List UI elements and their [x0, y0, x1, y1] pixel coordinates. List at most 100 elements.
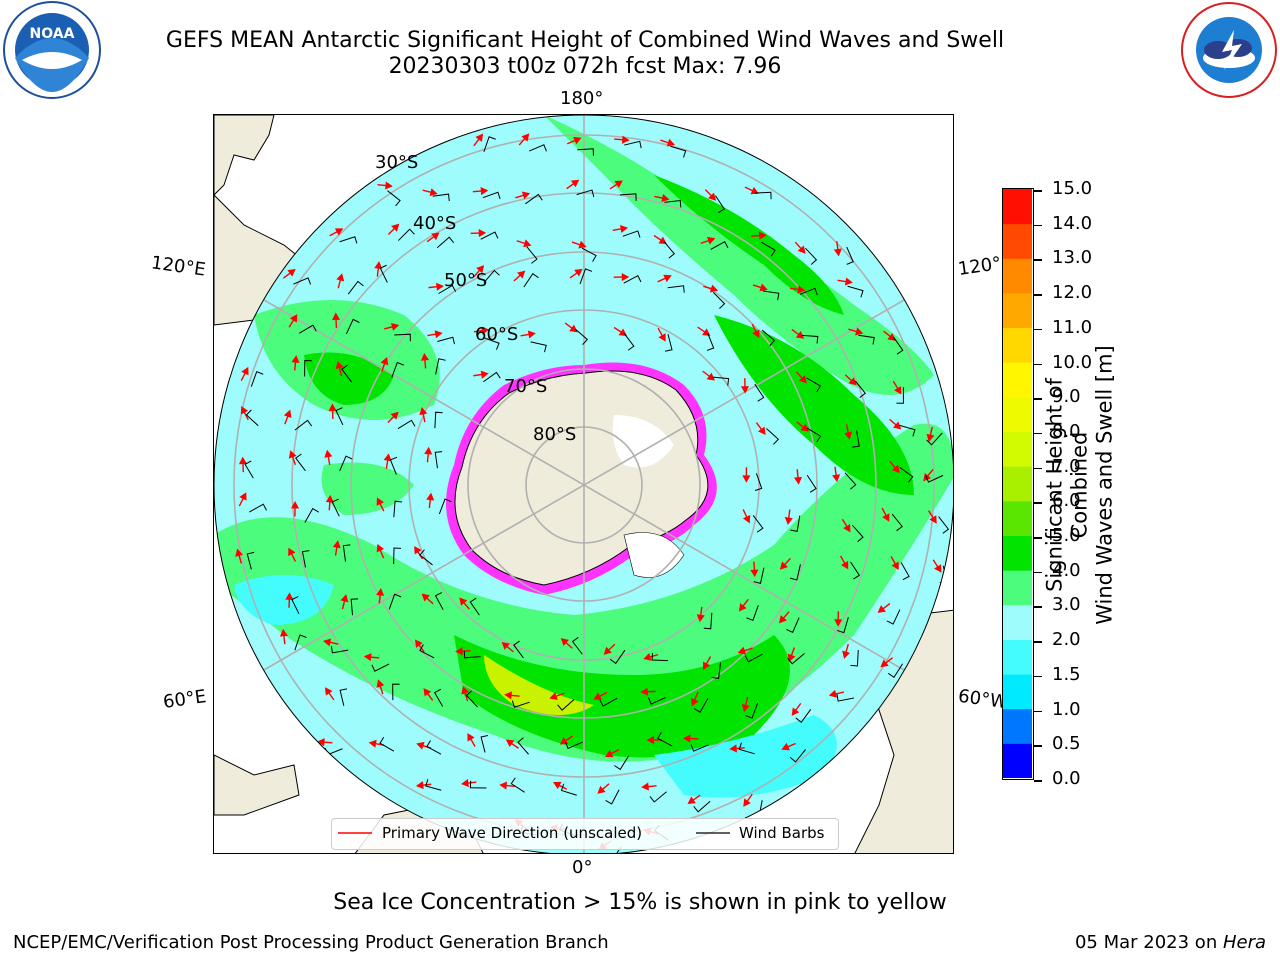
wave-arrow-head: [415, 781, 424, 790]
wind-barb: [350, 598, 359, 616]
wave-arrow-head: [426, 492, 435, 501]
wind-barb: [339, 455, 353, 472]
colorbar-tick: 6.0: [1052, 490, 1081, 512]
map-legend: Primary Wave Direction (unscaled) Wind B…: [331, 818, 839, 850]
colorbar-tick: 2.0: [1052, 629, 1081, 651]
wind-barb: [432, 193, 450, 202]
wind-barb: [483, 136, 496, 153]
wave-arrow-head: [604, 749, 614, 758]
wave-arrow-head: [781, 742, 790, 751]
wind-barb: [745, 702, 759, 719]
wave-arrow-head: [414, 639, 423, 648]
wave-arrow-head: [289, 314, 298, 323]
wave-arrow-head: [709, 284, 719, 293]
colorbar-swatch: [1003, 189, 1032, 225]
wind-barb: [246, 551, 255, 570]
wind-barb: [766, 428, 780, 445]
wave-arrow-head: [833, 248, 842, 257]
colorbar-tick: 9.0: [1052, 386, 1081, 408]
colorbar-tick: 10.0: [1052, 351, 1093, 373]
lat-label-60s: 60°S: [475, 324, 519, 345]
wave-arrow-head: [844, 431, 853, 440]
colorbar-tick: 11.0: [1052, 316, 1093, 338]
wind-barb: [294, 419, 313, 431]
wind-barb: [752, 515, 764, 533]
wind-barb: [419, 549, 433, 566]
wind-barb: [900, 562, 910, 581]
wind-barb: [564, 741, 583, 750]
wave-arrow-head: [891, 464, 900, 474]
wave-arrow-head: [682, 734, 691, 743]
wind-barb: [738, 742, 755, 755]
wave-arrow-head: [419, 407, 428, 416]
wind-barb: [433, 688, 444, 707]
wave-arrow-head: [553, 781, 562, 790]
wave-arrow-head: [742, 514, 751, 524]
wave-arrow-head: [641, 782, 649, 791]
wave-arrow-head: [391, 223, 400, 232]
nws-logo-icon: [1178, 0, 1280, 100]
wave-arrow-head: [374, 261, 383, 270]
colorbar-tick-mark: [1034, 363, 1042, 366]
wave-arrow-head: [778, 615, 787, 624]
colorbar-tick: 7.0: [1052, 455, 1081, 477]
wave-arrow-head: [621, 135, 630, 144]
wave-arrow-head: [323, 638, 332, 647]
wind-barb: [511, 700, 530, 708]
wave-direction-arrows: [235, 133, 942, 850]
colorbar-tick: 3.0: [1052, 594, 1081, 616]
colorbar-label: Significant Height of Combined Wind Wave…: [1043, 335, 1118, 635]
wind-barb: [886, 609, 901, 625]
wind-barb: [744, 653, 763, 663]
colorbar-tick-mark: [1034, 606, 1042, 608]
wind-barb: [393, 547, 402, 565]
wind-barb: [760, 241, 776, 257]
colorbar-tick: 15.0: [1052, 178, 1093, 199]
wind-barb: [392, 683, 400, 701]
wave-arrow-head: [431, 232, 440, 241]
wind-barb: [425, 779, 442, 791]
wave-arrow-head: [779, 561, 788, 570]
wave-arrow-head: [666, 138, 676, 147]
colorbar-swatch: [1003, 396, 1032, 433]
wind-barb: [712, 376, 730, 386]
wind-barb: [664, 199, 682, 208]
wind-barb: [599, 697, 618, 707]
wave-arrow-head: [416, 741, 425, 750]
wind-barb: [665, 334, 673, 352]
sea-ice-note: Sea Ice Concentration > 15% is shown in …: [333, 890, 947, 915]
wind-barb: [434, 451, 443, 469]
wave-arrow-head: [841, 560, 849, 570]
lon-label-0: 0°: [572, 857, 593, 878]
wind-barb: [606, 846, 622, 853]
wave-arrow-head: [797, 245, 806, 254]
wind-barb: [529, 144, 547, 152]
wind-barb: [805, 247, 818, 265]
wind-barb: [799, 287, 818, 296]
wave-arrow-head: [797, 285, 806, 294]
wave-arrow-head: [478, 229, 487, 238]
wind-barb: [790, 515, 801, 532]
wind-barb: [301, 550, 310, 568]
wind-barb: [523, 272, 539, 288]
lon-label-180: 180°: [560, 88, 604, 109]
legend-wind-barbs: Wind Barbs: [739, 824, 825, 842]
colorbar-swatch: [1003, 743, 1032, 778]
wind-barb: [693, 698, 709, 713]
wave-arrow-head: [706, 372, 715, 381]
wind-barb: [335, 407, 344, 426]
colorbar-tick-mark: [1034, 467, 1042, 470]
wind-barb: [557, 699, 575, 711]
colorbar-tick: 8.0: [1052, 420, 1081, 442]
colorbar-tick-mark: [1034, 224, 1042, 227]
colorbar-swatch: [1003, 604, 1032, 640]
wave-arrow-head: [505, 739, 515, 748]
lat-label-70s: 70°S: [504, 376, 548, 397]
wave-arrow-head: [241, 366, 249, 376]
wind-barb: [609, 649, 626, 665]
wave-arrow-head: [663, 274, 672, 283]
wind-barb: [298, 324, 317, 334]
wind-barb: [291, 596, 300, 615]
wind-barb: [250, 371, 264, 387]
wave-arrow-head: [475, 133, 484, 142]
